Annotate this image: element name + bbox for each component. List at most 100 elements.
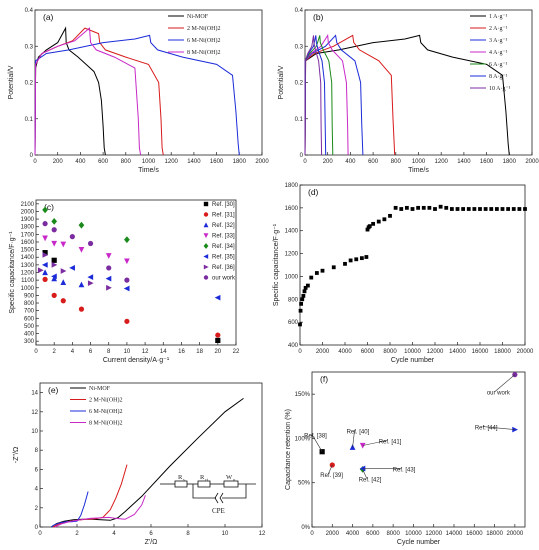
legend-label: 2 M-Ni(OH)2 [89, 397, 123, 404]
data-point [69, 234, 75, 240]
data-point [511, 207, 516, 211]
x-axis-label: Z'/Ω [145, 539, 158, 546]
data-point [472, 207, 477, 211]
data-point [299, 301, 304, 306]
data-point [60, 279, 67, 286]
y-tick-label: 2000 [21, 209, 35, 215]
data-point [78, 247, 85, 253]
x-tick-label: 8 [186, 531, 190, 537]
data-point [427, 205, 432, 210]
x-tick-label: 16000 [466, 531, 483, 537]
x-tick-label: 16 [178, 349, 185, 355]
x-tick-label: 14000 [446, 531, 463, 537]
data-point [51, 292, 57, 298]
x-tick-label: 6 [149, 531, 153, 537]
x-tick-label: 8000 [386, 531, 400, 537]
data-point [466, 207, 471, 211]
y-tick-label: 0.2 [295, 81, 304, 87]
data-point [500, 207, 505, 211]
x-tick-label: 6000 [361, 349, 375, 355]
legend-label: Ref. [31] [212, 213, 235, 219]
panel-d: 0 2000 4000 6000 8000 10000 12000 14000 16000 180… [273, 183, 534, 364]
plot-frame [311, 371, 526, 528]
legend-label: Ref. [36] [212, 265, 235, 271]
data-point [51, 240, 58, 247]
data-point [444, 205, 449, 210]
data-point [359, 442, 366, 449]
plot-frame [35, 199, 237, 346]
data-point [105, 275, 112, 282]
legend-label: 4 A·g⁻¹ [489, 50, 508, 56]
panel-label: (c) [44, 202, 54, 212]
series-line [34, 34, 240, 156]
series-line [50, 397, 244, 528]
point-label: Ref. [41] [379, 440, 402, 446]
x-axis-label: Cycle number [397, 539, 441, 546]
x-axis-label: Cycle number [391, 357, 435, 364]
legend-marker [203, 212, 209, 217]
x-tick-label: 4000 [338, 349, 352, 355]
x-axis-label: Time/s [408, 167, 429, 174]
x-tick-label: 14000 [449, 349, 466, 355]
data-point [523, 207, 527, 211]
x-tick-label: 1600 [210, 159, 224, 165]
y-tick-label: 1000 [285, 274, 299, 280]
data-point [51, 257, 57, 263]
x-tick-label: 2000 [316, 349, 330, 355]
legend-label: 1 A·g⁻¹ [489, 14, 508, 20]
x-tick-label: 6 [89, 349, 93, 355]
y-tick-label: 100% [295, 436, 311, 442]
data-point [42, 221, 48, 227]
x-tick-label: 1600 [480, 159, 494, 165]
circuit-cpe-plate [219, 492, 224, 504]
data-point [449, 207, 454, 211]
data-point [388, 213, 392, 218]
legend-label: our work [212, 276, 236, 282]
data-point [371, 221, 376, 226]
legend-label: 10 A·g⁻¹ [489, 86, 511, 92]
y-tick-label: 0% [301, 525, 310, 531]
x-tick-label: 1400 [187, 159, 201, 165]
x-tick-label: 600 [368, 159, 379, 165]
y-tick-label: 0.4 [295, 8, 304, 14]
legend-label: 6 M-Ni(OH)2 [187, 37, 221, 44]
circuit-label-w-sub: o [233, 477, 236, 482]
data-point [433, 207, 437, 211]
data-point [421, 205, 426, 210]
legend-marker [203, 264, 209, 270]
data-point [359, 256, 364, 261]
y-tick-label: 900 [24, 293, 35, 299]
legend-label: 6 M-Ni(OH)2 [89, 408, 123, 415]
y-tick-label: 0.4 [25, 8, 34, 14]
x-axis-label: Time/s [138, 167, 159, 174]
x-tick-label: 800 [391, 159, 402, 165]
data-point [105, 253, 112, 259]
data-point [348, 258, 353, 263]
legend-label: 6 A·g⁻¹ [489, 62, 508, 68]
y-tick-label: 1100 [21, 278, 35, 284]
data-point [42, 250, 48, 256]
x-tick-label: 0 [298, 349, 302, 355]
circuit-wire [192, 484, 216, 499]
y-tick-label: 600 [288, 320, 299, 326]
data-point [376, 219, 381, 224]
data-point [87, 240, 94, 247]
y-tick-label: 500 [24, 324, 35, 330]
legend-label: Ni-MOF [187, 14, 209, 20]
y-tick-label: 150% [295, 392, 311, 398]
circuit-label-rct-sub: ct [205, 477, 209, 482]
y-tick-label: 0.1 [25, 117, 34, 123]
data-point [106, 265, 112, 271]
point-label: Ref. [42] [359, 477, 382, 483]
legend-marker [203, 222, 209, 228]
y-tick-label: 1300 [21, 263, 35, 269]
data-point [331, 265, 336, 270]
annotation-arrow [362, 469, 367, 479]
annotation-arrow [482, 426, 515, 430]
y-tick-label: 12 [31, 410, 38, 416]
data-point [87, 274, 94, 280]
panel-e: 0 2 4 6 8 10 12 0 2 4 6 8 10 12 14 Z'/Ω -Z''/Ω (e) Ni-MOF 2… [13, 382, 266, 546]
